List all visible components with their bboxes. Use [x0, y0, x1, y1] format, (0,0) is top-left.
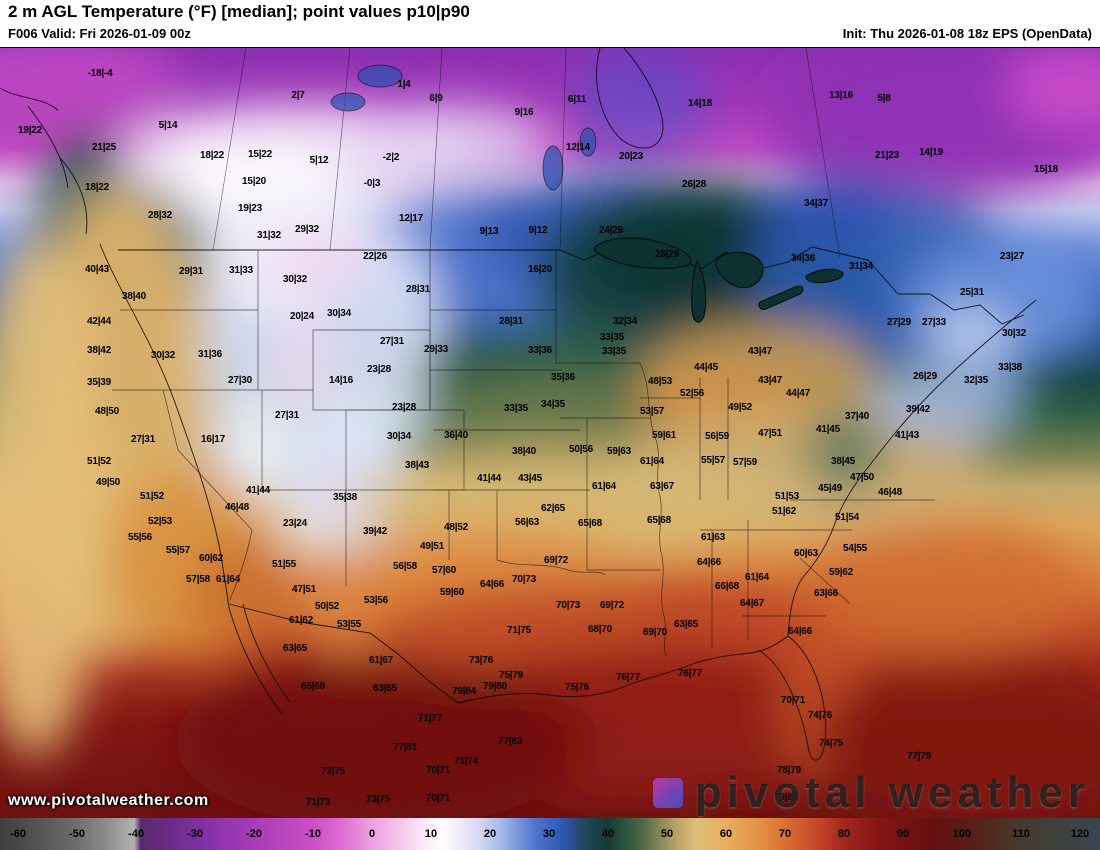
colorbar-tick-label: 120: [1070, 828, 1090, 840]
canadian-lakes: [330, 64, 597, 191]
colorbar-tick-label: 70: [778, 828, 792, 840]
colorbar-tick-label: -20: [246, 828, 262, 840]
colorbar-tick-label: -40: [128, 828, 144, 840]
colorbar-tick-label: 90: [896, 828, 910, 840]
temperature-field-map: [0, 48, 1100, 818]
colorbar-tick-label: 40: [601, 828, 615, 840]
colorbar-tick-label: -10: [305, 828, 321, 840]
valid-time-label: F006 Valid: Fri 2026-01-09 00z: [8, 26, 191, 41]
colorbar-tick-label: 0: [368, 828, 376, 840]
run-info-row: F006 Valid: Fri 2026-01-09 00z Init: Thu…: [8, 26, 1092, 41]
init-time-label: Init: Thu 2026-01-08 18z EPS (OpenData): [842, 26, 1092, 41]
map-canvas: pivotal weather www.pivotalweather.com: [0, 48, 1100, 818]
colorbar-ticks: -60 -50 -40 -30 -20 -10 0 10 20 30 40 50 60 70 80 90 100…: [0, 818, 1100, 850]
colorbar-tick-label: 80: [837, 828, 851, 840]
colorbar-tick-label: 30: [542, 828, 556, 840]
colorbar-gradient: [0, 818, 1100, 850]
state-borders: [112, 48, 935, 657]
colorbar-tick-label: -30: [187, 828, 203, 840]
colorbar-tick-label: -50: [69, 828, 85, 840]
map-title: 2 m AGL Temperature (°F) [median]; point…: [8, 2, 470, 21]
watermark-url: www.pivotalweather.com: [8, 792, 209, 809]
colorbar-tick-label: 110: [1012, 828, 1030, 840]
header-bar: 2 m AGL Temperature (°F) [median]; point…: [0, 0, 1100, 48]
temperature-colorbar: -60 -50 -40 -30 -20 -10 0 10 20 30 40 50 60 70 80 90 100…: [0, 818, 1100, 850]
brand-watermark: pivotal weather: [652, 768, 1090, 818]
colorbar-tick-label: 50: [660, 828, 674, 840]
colorbar-tick-label: 60: [719, 828, 733, 840]
colorbar-tick-label: -60: [10, 828, 26, 840]
colorbar-tick-label: 10: [424, 828, 438, 840]
colorbar-tick-label: 20: [483, 828, 497, 840]
great-lakes: [593, 237, 844, 323]
pivotal-logo-icon: [652, 778, 683, 808]
temperature-shading-blobs: [0, 48, 1100, 818]
brand-text: pivotal weather: [694, 768, 1090, 817]
colorbar-tick-label: 100: [952, 828, 972, 840]
